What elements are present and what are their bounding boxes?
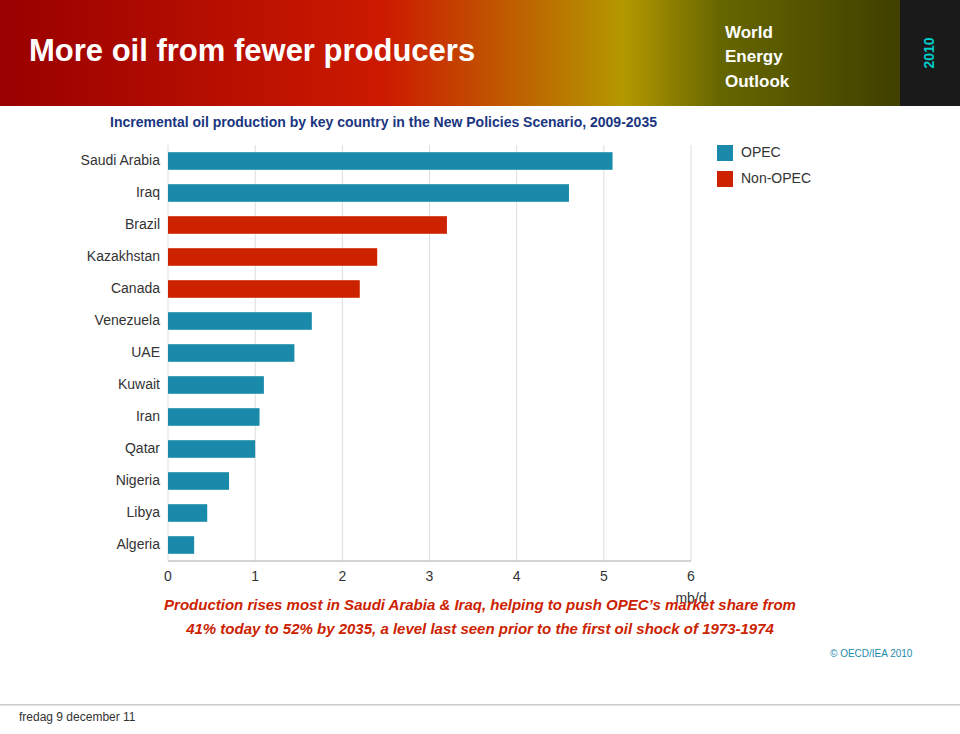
y-tick-label: Algeria — [116, 536, 160, 552]
x-axis: 0123456mb/d — [164, 145, 706, 606]
header-background — [0, 0, 960, 106]
y-tick-label: Kuwait — [118, 376, 160, 392]
bar — [168, 344, 294, 362]
chart-container: More oil from fewer producers World Energy… — [0, 0, 960, 734]
header-year-box — [900, 0, 960, 106]
bar — [168, 376, 264, 394]
grid-line — [603, 145, 604, 561]
grid-line — [342, 145, 343, 561]
y-tick-label: Saudi Arabia — [81, 152, 161, 168]
annotation: Production rises most in Saudi Arabia & … — [164, 596, 796, 613]
chart-title: Incremental oil production by key countr… — [110, 114, 657, 130]
x-tick-label: 3 — [426, 568, 434, 584]
legend-swatch — [717, 171, 733, 187]
bar — [168, 472, 229, 490]
y-tick-label: Qatar — [125, 440, 160, 456]
header-year: 2010 — [921, 37, 937, 68]
bar — [168, 152, 613, 170]
y-axis: Saudi Arabia Iraq Brazil Kazakhstan Canada Ve… — [81, 152, 161, 552]
bar — [168, 184, 569, 202]
y-tick-label: Libya — [127, 504, 161, 520]
copyright: © OECD/IEA 2010 — [830, 648, 913, 659]
header-word: Energy — [725, 47, 783, 66]
y-tick-label: Brazil — [125, 216, 160, 232]
header-title: More oil from fewer producers — [29, 33, 475, 68]
bar — [168, 312, 312, 330]
bars — [168, 152, 613, 554]
x-tick-label: 4 — [513, 568, 521, 584]
x-axis-line — [168, 561, 691, 562]
y-tick-label: Canada — [111, 280, 160, 296]
bar — [168, 504, 207, 522]
header: More oil from fewer producers World Energy… — [0, 0, 960, 106]
footer-text: fredag 9 december 11 — [19, 710, 136, 724]
grid-line — [429, 145, 430, 561]
y-tick-label: UAE — [131, 344, 160, 360]
x-tick-label: 0 — [164, 568, 172, 584]
bar — [168, 536, 194, 554]
footer-separator — [0, 704, 960, 706]
y-tick-label: Nigeria — [116, 472, 161, 488]
y-tick-label: Iran — [136, 408, 160, 424]
legend: OPEC Non-OPEC — [717, 144, 811, 187]
bar — [168, 440, 255, 458]
bar — [168, 216, 447, 234]
x-tick-label: 1 — [251, 568, 259, 584]
y-tick-label: Iraq — [136, 184, 160, 200]
grid-line — [516, 145, 517, 561]
grid-line — [691, 145, 692, 561]
y-tick-label: Kazakhstan — [87, 248, 160, 264]
header-word: World — [725, 23, 773, 42]
legend-swatch — [717, 145, 733, 161]
x-tick-label: 2 — [338, 568, 346, 584]
bar — [168, 408, 260, 426]
bar — [168, 248, 377, 266]
header-word: Outlook — [725, 72, 790, 91]
bar — [168, 280, 360, 298]
x-tick-label: 6 — [687, 568, 695, 584]
legend-label: OPEC — [741, 144, 781, 160]
legend-label: Non-OPEC — [741, 170, 811, 186]
y-tick-label: Venezuela — [95, 312, 161, 328]
x-tick-label: 5 — [600, 568, 608, 584]
chart-svg: More oil from fewer producers World Energy… — [0, 0, 960, 734]
annotation: 41% today to 52% by 2035, a level last s… — [185, 620, 774, 637]
